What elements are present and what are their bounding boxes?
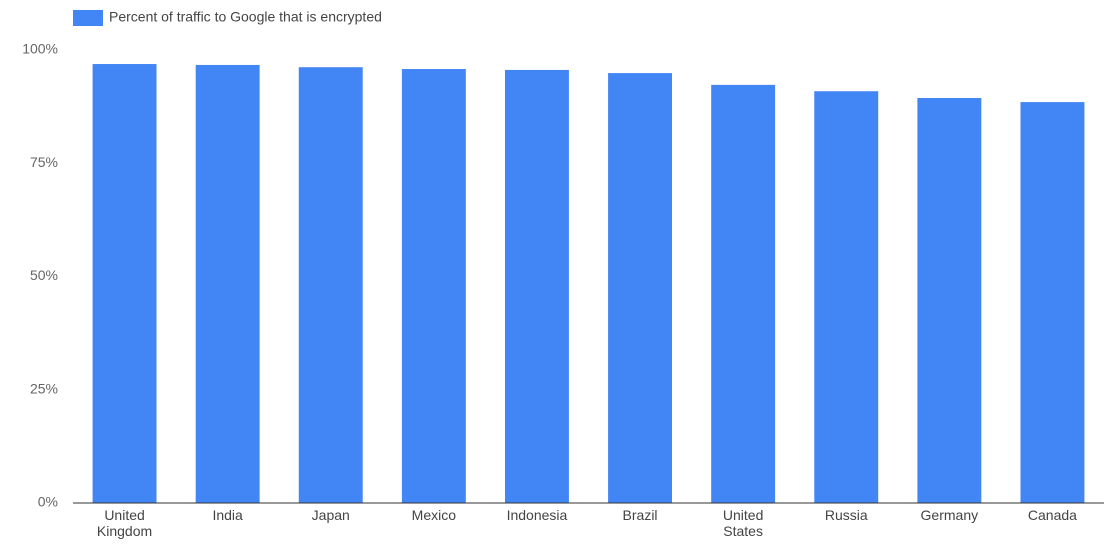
x-tick-label: United Kingdom [96, 507, 153, 539]
y-tick-label: 0% [38, 494, 58, 510]
bar [298, 67, 363, 504]
x-tick-label: Canada [1027, 507, 1077, 523]
x-tick-label: Brazil [622, 507, 658, 523]
x-tick-label: Germany [920, 507, 979, 523]
legend-label: Percent of traffic to Google that is enc… [109, 9, 382, 25]
x-tick-label: Indonesia [506, 507, 568, 523]
legend-swatch [73, 10, 103, 26]
bar [92, 64, 157, 503]
bar [504, 69, 569, 503]
bar [195, 64, 260, 503]
bar [608, 73, 673, 503]
x-tick-label: United States [722, 507, 764, 539]
y-tick-label: 50% [30, 267, 58, 283]
bar [401, 69, 466, 503]
x-tick-label: Russia [824, 507, 868, 523]
x-tick-label: Mexico [411, 507, 457, 523]
bar [711, 84, 776, 504]
bar [1020, 102, 1085, 503]
y-tick-label: 100% [22, 41, 58, 57]
y-tick-label: 25% [30, 380, 58, 396]
x-tick-label: India [212, 507, 243, 523]
bar [814, 91, 879, 504]
x-tick-label: Japan [311, 507, 350, 523]
y-tick-label: 75% [30, 154, 58, 170]
bar [917, 98, 982, 503]
